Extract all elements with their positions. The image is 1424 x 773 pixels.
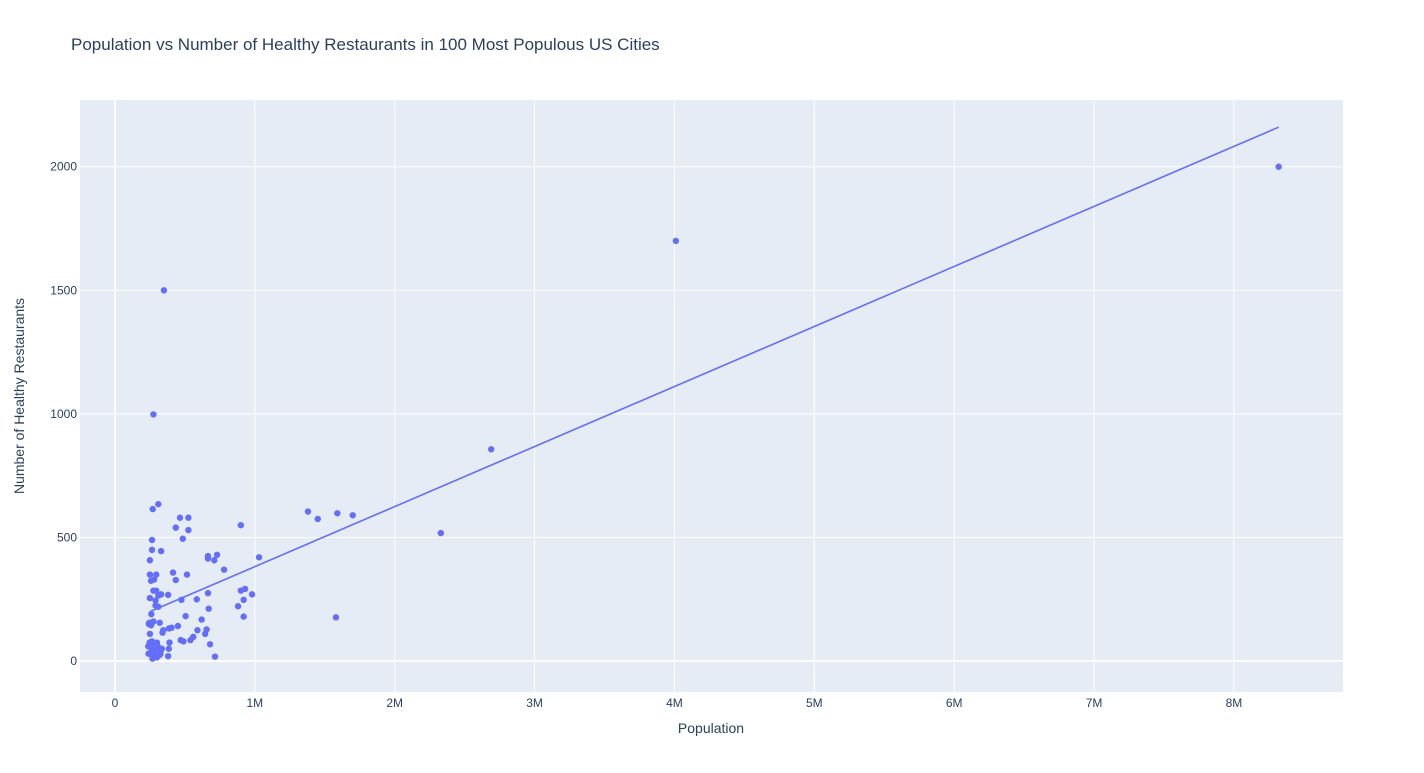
y-tick-label: 2000 xyxy=(50,160,77,174)
data-point[interactable] xyxy=(211,653,219,660)
data-point[interactable] xyxy=(334,510,341,517)
y-axis-title: Number of Healthy Restaurants xyxy=(11,298,27,494)
data-point[interactable] xyxy=(164,652,172,660)
data-point[interactable] xyxy=(194,627,201,634)
data-point[interactable] xyxy=(206,641,214,648)
data-point[interactable] xyxy=(488,446,495,453)
data-point[interactable] xyxy=(437,529,445,537)
data-point[interactable] xyxy=(672,237,680,245)
data-point[interactable] xyxy=(159,629,166,636)
data-point[interactable] xyxy=(149,655,156,662)
data-point[interactable] xyxy=(332,614,340,621)
data-points xyxy=(145,163,1282,662)
data-point[interactable] xyxy=(185,526,192,534)
data-point[interactable] xyxy=(205,605,212,612)
x-tick-label: 7M xyxy=(1086,696,1103,710)
data-point[interactable] xyxy=(220,566,228,573)
data-point[interactable] xyxy=(237,521,245,529)
data-point[interactable] xyxy=(234,603,242,610)
data-point[interactable] xyxy=(174,622,182,630)
x-tick-label: 5M xyxy=(806,696,823,710)
data-point[interactable] xyxy=(201,630,209,638)
x-axis-title: Population xyxy=(678,720,744,736)
data-point[interactable] xyxy=(149,505,156,513)
data-point[interactable] xyxy=(155,592,162,599)
x-tick-label: 6M xyxy=(946,696,963,710)
data-point[interactable] xyxy=(211,557,218,564)
data-point[interactable] xyxy=(152,650,159,657)
x-tick-label: 8M xyxy=(1226,696,1243,710)
data-point[interactable] xyxy=(213,551,221,559)
data-point[interactable] xyxy=(237,587,245,594)
data-point[interactable] xyxy=(160,287,168,294)
x-tick-label: 3M xyxy=(526,696,543,710)
data-point[interactable] xyxy=(146,594,154,602)
data-point[interactable] xyxy=(165,645,173,652)
data-point[interactable] xyxy=(177,636,184,644)
data-point[interactable] xyxy=(146,630,154,638)
data-point[interactable] xyxy=(146,571,154,578)
data-point[interactable] xyxy=(152,597,159,604)
data-point[interactable] xyxy=(147,577,155,584)
data-point[interactable] xyxy=(148,610,155,618)
data-point[interactable] xyxy=(156,619,163,626)
data-point[interactable] xyxy=(153,639,161,646)
data-point[interactable] xyxy=(204,555,212,562)
data-point[interactable] xyxy=(240,596,247,604)
y-axis-ticks: 0 500 1000 1500 2000 xyxy=(50,160,77,668)
data-point[interactable] xyxy=(155,500,162,508)
data-point[interactable] xyxy=(153,571,160,578)
data-point[interactable] xyxy=(145,650,152,657)
trendline xyxy=(149,126,1279,613)
data-point[interactable] xyxy=(166,639,173,646)
data-point[interactable] xyxy=(172,576,180,584)
data-point[interactable] xyxy=(164,591,172,599)
data-point[interactable] xyxy=(314,515,321,523)
data-point[interactable] xyxy=(152,602,159,609)
data-point[interactable] xyxy=(145,620,153,628)
y-tick-label: 1500 xyxy=(50,283,77,297)
data-point[interactable] xyxy=(349,512,356,519)
gridlines xyxy=(80,100,1343,692)
data-point[interactable] xyxy=(176,514,184,521)
data-point[interactable] xyxy=(185,514,192,521)
data-point[interactable] xyxy=(182,612,189,620)
data-point[interactable] xyxy=(179,535,187,542)
data-point[interactable] xyxy=(150,587,157,594)
data-point[interactable] xyxy=(1275,163,1282,170)
plot-area xyxy=(80,100,1343,692)
y-tick-label: 0 xyxy=(70,654,77,668)
data-point[interactable] xyxy=(145,643,152,650)
data-point[interactable] xyxy=(187,636,194,644)
y-tick-label: 1000 xyxy=(50,407,77,421)
data-point[interactable] xyxy=(240,613,247,620)
x-tick-label: 4M xyxy=(666,696,683,710)
data-point[interactable] xyxy=(148,536,156,544)
data-point[interactable] xyxy=(157,547,165,555)
x-tick-label: 0 xyxy=(112,696,119,710)
data-point[interactable] xyxy=(172,524,180,531)
data-point[interactable] xyxy=(165,625,173,632)
data-point[interactable] xyxy=(148,546,156,554)
data-point[interactable] xyxy=(204,589,212,597)
y-tick-label: 500 xyxy=(57,531,77,545)
x-tick-label: 2M xyxy=(386,696,403,710)
data-point[interactable] xyxy=(255,554,263,561)
data-point[interactable] xyxy=(150,411,157,418)
data-point[interactable] xyxy=(248,591,256,598)
data-point[interactable] xyxy=(183,571,191,578)
data-point[interactable] xyxy=(158,645,166,652)
data-point[interactable] xyxy=(169,569,177,576)
trendline-layer xyxy=(149,126,1279,613)
data-point[interactable] xyxy=(198,616,205,623)
chart-title: Population vs Number of Healthy Restaura… xyxy=(71,35,660,54)
data-point[interactable] xyxy=(178,596,185,604)
x-tick-label: 1M xyxy=(246,696,263,710)
data-point[interactable] xyxy=(193,596,200,603)
x-axis-ticks: 0 1M 2M 3M 4M 5M 6M 7M 8M xyxy=(112,696,1243,710)
data-point[interactable] xyxy=(146,557,154,564)
data-point[interactable] xyxy=(304,508,312,515)
